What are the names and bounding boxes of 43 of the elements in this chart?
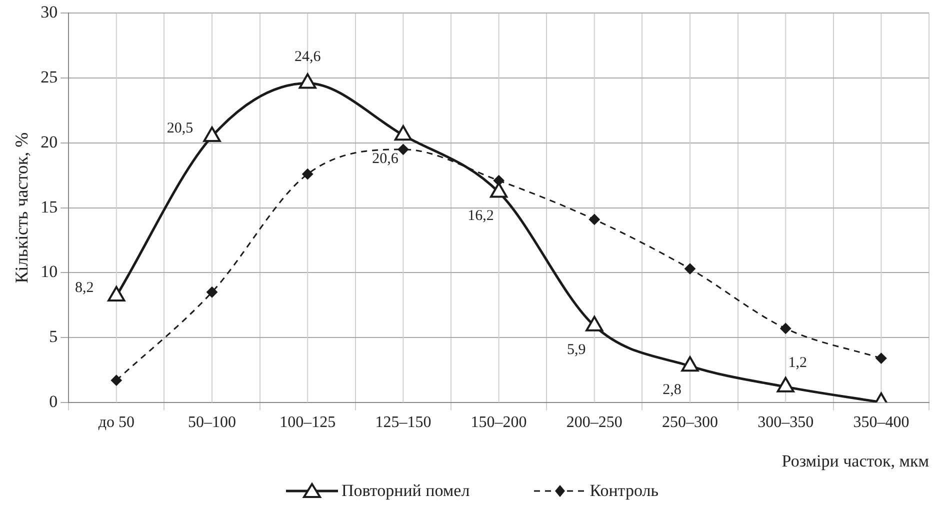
x-tick-label: 350–400 [853,414,910,432]
y-tick-label: 5 [49,327,58,346]
legend-label: Контроль [590,481,658,501]
data-label: 24,6 [294,49,322,66]
point [776,376,794,392]
y-tick-label: 15 [40,197,58,216]
point [586,316,604,332]
y-axis-title: Кількість часток, % [12,132,32,284]
y-tick-label: 20 [40,132,58,152]
point [780,322,792,334]
point [394,125,412,141]
x-axis-title: Розміри часток, мкм [782,451,930,470]
y-tick-label: 10 [40,262,58,282]
point [490,182,508,198]
point [681,356,699,372]
x-tick-label: 250–300 [662,414,718,432]
point [108,286,126,302]
data-label: 8,2 [75,280,94,296]
point [203,126,221,142]
x-tick-label: 125–150 [375,414,432,432]
data-label: 5,9 [567,342,586,358]
legend-label: Повторний помел [342,481,470,501]
x-tick-label: 200–250 [566,414,622,432]
y-tick-label: 25 [40,68,58,87]
point [398,144,409,155]
x-tick-label: 150–200 [470,414,527,432]
y-tick-label: 30 [40,2,58,22]
x-tick-label: 50–100 [188,414,236,432]
x-tick-label: 100–125 [280,414,336,432]
data-label: 20,5 [166,120,194,136]
x-tick-label: до 50 [98,414,134,432]
x-tick-label: 300–350 [758,414,814,432]
point [684,263,696,274]
point [876,352,887,364]
point [588,214,600,225]
point [298,73,316,89]
point [206,286,218,298]
data-label: 16,2 [468,208,494,224]
data-label: 2,8 [662,382,682,398]
point [110,374,122,386]
y-tick-label: 0 [49,392,58,411]
data-label: 1,2 [788,354,807,371]
data-label: 20,6 [372,151,399,168]
